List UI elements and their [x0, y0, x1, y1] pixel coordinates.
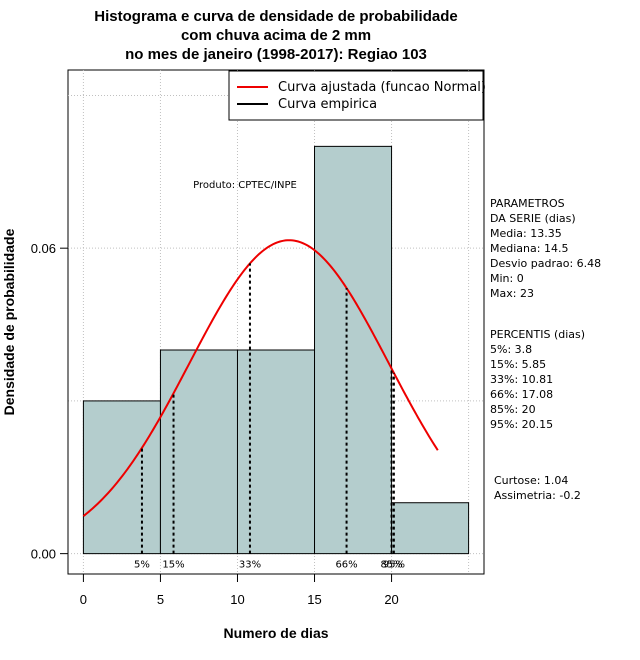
percentile-label-3: 66%: [335, 560, 357, 571]
curve-layer: [82, 239, 439, 517]
percentis-line-0: PERCENTIS (dias): [490, 328, 585, 341]
x-tick-label-3: 15: [307, 592, 321, 607]
axes-layer: 0 5 10 15 20 0.00 0.06: [31, 241, 399, 607]
parametros-line-6: Max: 23: [490, 287, 534, 300]
parametros-line-4: Desvio padrao: 6.48: [490, 257, 601, 270]
y-tick-label-0: 0.00: [31, 547, 56, 562]
percentis-line-5: 85%: 20: [490, 403, 536, 416]
chart-title-line-3: no mes de janeiro (1998-2017): Regiao 10…: [125, 46, 427, 63]
legend: Curva ajustada (funcao Normal) Curva emp…: [228, 70, 486, 121]
x-tick-label-2: 10: [230, 592, 244, 607]
y-axis-title: Densidade de probabilidade: [1, 228, 17, 415]
histogram-bar-4: [391, 502, 470, 555]
parametros-line-0: PARAMETROS: [490, 197, 565, 210]
percentis-line-1: 5%: 3.8: [490, 343, 532, 356]
x-tick-label-4: 20: [384, 592, 398, 607]
histogram-bar-3: [314, 145, 393, 555]
product-annotation: Produto: CPTEC/INPE: [193, 180, 297, 191]
chart-title-line-1: Histograma e curva de densidade de proba…: [94, 8, 457, 25]
normal-density-curve: [82, 239, 439, 517]
percentis-line-2: 15%: 5.85: [490, 358, 546, 371]
percentile-label-4: 85%: [380, 560, 402, 571]
percentile-label-0: 5%: [134, 560, 150, 571]
side-panel: PARAMETROS DA SERIE (dias) Media: 13.35 M…: [490, 197, 601, 502]
x-tick-label-0: 0: [80, 592, 87, 607]
legend-normal-label: Curva ajustada (funcao Normal): [278, 80, 486, 95]
stats-line-0: Curtose: 1.04: [494, 474, 568, 487]
histogram-bar-1: [159, 349, 238, 555]
histogram-bars: [82, 145, 470, 555]
percentis-line-6: 95%: 20.15: [490, 418, 553, 431]
y-tick-label-1: 0.06: [31, 241, 56, 256]
percentile-layer: 5% 15% 33% 66% 85%95%: [134, 263, 405, 571]
x-axis-title: Numero de dias: [223, 625, 328, 641]
percentile-label-2: 33%: [239, 560, 261, 571]
chart-title-line-2: com chuva acima de 2 mm: [181, 27, 371, 44]
legend-empirical-label: Curva empirica: [278, 97, 377, 112]
stats-line-1: Assimetria: -0.2: [494, 489, 581, 502]
legend-box: [228, 70, 484, 121]
percentis-line-3: 33%: 10.81: [490, 373, 553, 386]
parametros-line-5: Min: 0: [490, 272, 524, 285]
parametros-line-1: DA SERIE (dias): [490, 212, 576, 225]
percentis-line-4: 66%: 17.08: [490, 388, 553, 401]
percentile-label-1: 15%: [162, 560, 184, 571]
parametros-line-3: Mediana: 14.5: [490, 242, 568, 255]
parametros-line-2: Media: 13.35: [490, 227, 562, 240]
x-tick-label-1: 5: [157, 592, 164, 607]
percentile-label-5: 95%: [383, 560, 405, 571]
